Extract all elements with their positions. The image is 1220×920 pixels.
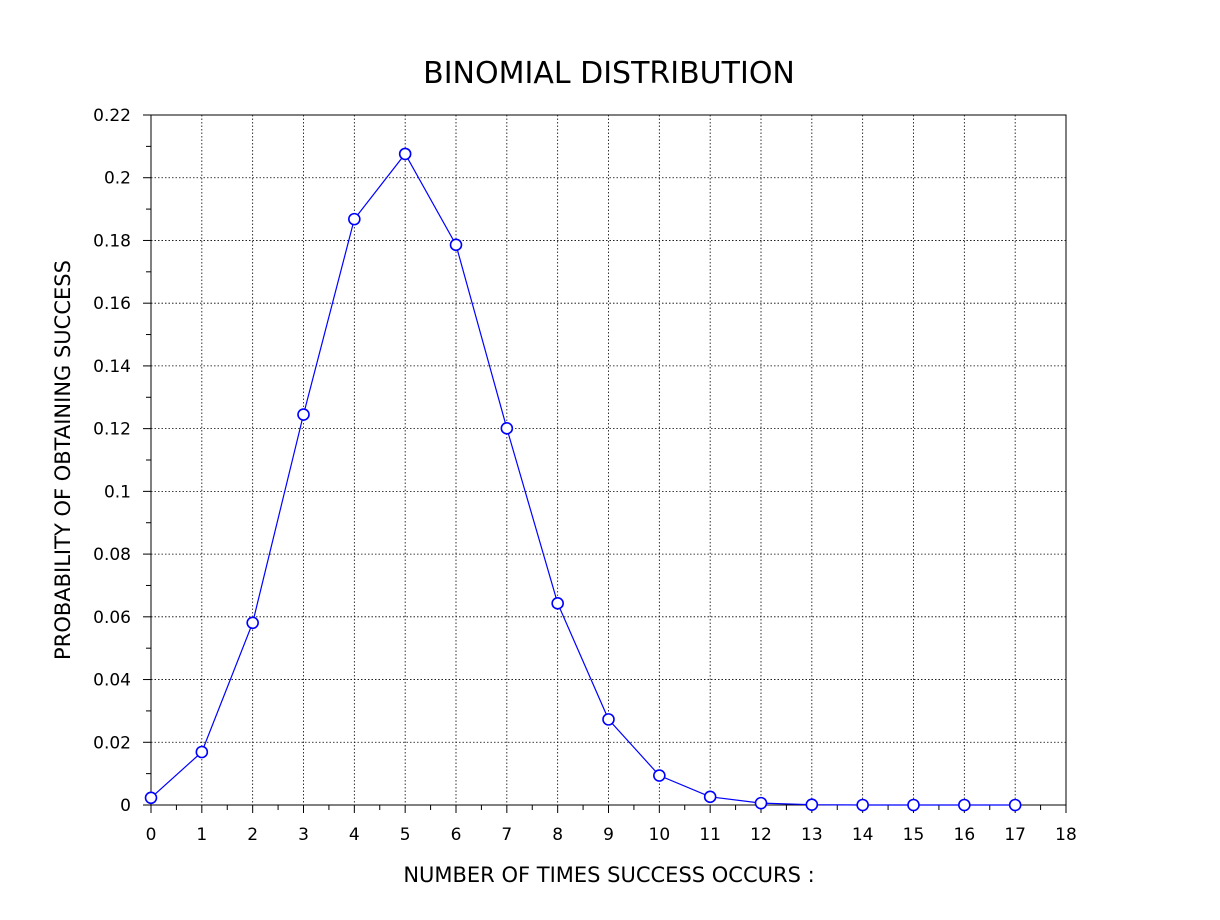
y-tick-label: 0.14 bbox=[93, 357, 131, 377]
data-point bbox=[958, 798, 971, 812]
x-tick-label: 18 bbox=[1055, 825, 1077, 845]
x-tick-label: 12 bbox=[750, 825, 772, 845]
x-tick-label: 9 bbox=[603, 825, 614, 845]
data-point bbox=[805, 798, 819, 811]
y-tick-label: 0.2 bbox=[104, 169, 131, 189]
data-point bbox=[856, 798, 869, 812]
x-axis-label: NUMBER OF TIMES SUCCESS OCCURS : bbox=[403, 863, 814, 887]
data-point bbox=[449, 238, 463, 252]
data-point bbox=[398, 147, 412, 161]
data-point bbox=[500, 422, 514, 435]
x-axis-ticks: 0 1 2 3 4 5 6 7 8 9 10 11 12 13 14 15 16 17 18 bbox=[146, 805, 1077, 845]
x-tick-label: 14 bbox=[852, 825, 874, 845]
x-tick-label: 6 bbox=[451, 825, 462, 845]
x-tick-label: 11 bbox=[699, 825, 721, 845]
y-tick-label: 0.02 bbox=[93, 733, 131, 753]
y-axis-ticks: 0 0.02 0.04 0.06 0.08 0.1 0.12 0.14 0.16 0.18 0.2 0… bbox=[93, 106, 151, 816]
x-tick-label: 17 bbox=[1004, 825, 1026, 845]
data-point bbox=[348, 212, 361, 226]
grid-lines bbox=[151, 115, 1066, 805]
y-tick-label: 0 bbox=[120, 796, 131, 816]
x-tick-label: 8 bbox=[552, 825, 563, 845]
x-tick-label: 15 bbox=[903, 825, 925, 845]
data-point bbox=[297, 408, 310, 421]
x-tick-label: 7 bbox=[501, 825, 512, 845]
chart-title: BINOMIAL DISTRIBUTION bbox=[423, 56, 795, 91]
data-point bbox=[653, 769, 666, 782]
x-tick-label: 0 bbox=[146, 825, 157, 845]
x-tick-label: 4 bbox=[349, 825, 360, 845]
data-point bbox=[144, 791, 158, 805]
y-tick-label: 0.1 bbox=[104, 482, 131, 502]
y-tick-label: 0.18 bbox=[93, 231, 131, 251]
x-tick-label: 13 bbox=[801, 825, 823, 845]
data-point bbox=[703, 790, 717, 804]
x-tick-label: 10 bbox=[649, 825, 671, 845]
series-layer bbox=[144, 147, 1022, 812]
series-line bbox=[150, 152, 1016, 806]
data-point bbox=[246, 616, 259, 630]
x-tick-label: 5 bbox=[400, 825, 411, 845]
x-tick-label: 1 bbox=[196, 825, 207, 845]
x-tick-label: 3 bbox=[298, 825, 309, 845]
y-axis-label: PROBABILITY OF OBTAINING SUCCESS bbox=[51, 260, 75, 660]
y-tick-label: 0.12 bbox=[93, 420, 131, 440]
data-point bbox=[754, 796, 768, 810]
data-point bbox=[602, 713, 615, 726]
data-point bbox=[907, 798, 920, 812]
y-tick-label: 0.16 bbox=[93, 294, 131, 314]
data-point bbox=[551, 597, 564, 610]
x-tick-label: 2 bbox=[247, 825, 258, 845]
data-point bbox=[195, 745, 209, 759]
y-tick-label: 0.04 bbox=[93, 671, 131, 691]
x-tick-label: 16 bbox=[954, 825, 976, 845]
y-tick-label: 0.08 bbox=[93, 545, 131, 565]
data-point bbox=[1008, 798, 1022, 812]
y-tick-label: 0.22 bbox=[93, 106, 131, 126]
y-tick-label: 0.06 bbox=[93, 608, 131, 628]
